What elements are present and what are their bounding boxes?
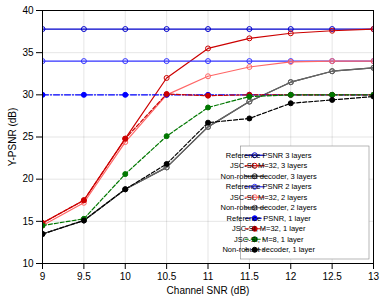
svg-text:12: 12	[285, 271, 297, 282]
svg-text:12.5: 12.5	[322, 271, 342, 282]
svg-text:Reference PSNR, 1 layer: Reference PSNR, 1 layer	[227, 214, 312, 223]
svg-text:35: 35	[22, 47, 34, 58]
svg-text:Y-PSNR (dB): Y-PSNR (dB)	[7, 108, 18, 167]
svg-text:13: 13	[368, 271, 380, 282]
svg-text:9.5: 9.5	[77, 271, 91, 282]
svg-text:40: 40	[22, 5, 34, 16]
svg-text:Non-robust decoder, 1 layer: Non-robust decoder, 1 layer	[222, 245, 315, 254]
svg-text:JSC-SI, M=32, 3 layers: JSC-SI, M=32, 3 layers	[230, 161, 308, 170]
svg-text:20: 20	[22, 173, 34, 184]
svg-text:Non-robust decoder, 3 layers: Non-robust decoder, 3 layers	[221, 172, 318, 181]
svg-text:25: 25	[22, 131, 34, 142]
svg-text:Reference PSNR 2 layers: Reference PSNR 2 layers	[226, 182, 312, 191]
svg-text:11: 11	[203, 271, 214, 282]
svg-text:JSC-SI, M=32, 1 layer: JSC-SI, M=32, 1 layer	[232, 224, 306, 233]
svg-text:10: 10	[22, 258, 34, 269]
svg-text:11.5: 11.5	[240, 271, 259, 282]
svg-text:10.5: 10.5	[157, 271, 177, 282]
svg-text:Channel SNR (dB): Channel SNR (dB)	[167, 285, 250, 296]
svg-text:Non-robust decoder, 2 layers: Non-robust decoder, 2 layers	[221, 203, 318, 212]
svg-text:JSC-SI, M=32, 2 layers: JSC-SI, M=32, 2 layers	[230, 193, 308, 202]
svg-text:30: 30	[22, 89, 34, 100]
svg-text:10: 10	[120, 271, 132, 282]
svg-text:JSC-SI, M=8, 1 layer: JSC-SI, M=8, 1 layer	[234, 235, 304, 244]
svg-text:Reference PSNR 3 layers: Reference PSNR 3 layers	[226, 151, 312, 160]
svg-text:15: 15	[22, 216, 34, 227]
svg-text:9: 9	[40, 271, 46, 282]
